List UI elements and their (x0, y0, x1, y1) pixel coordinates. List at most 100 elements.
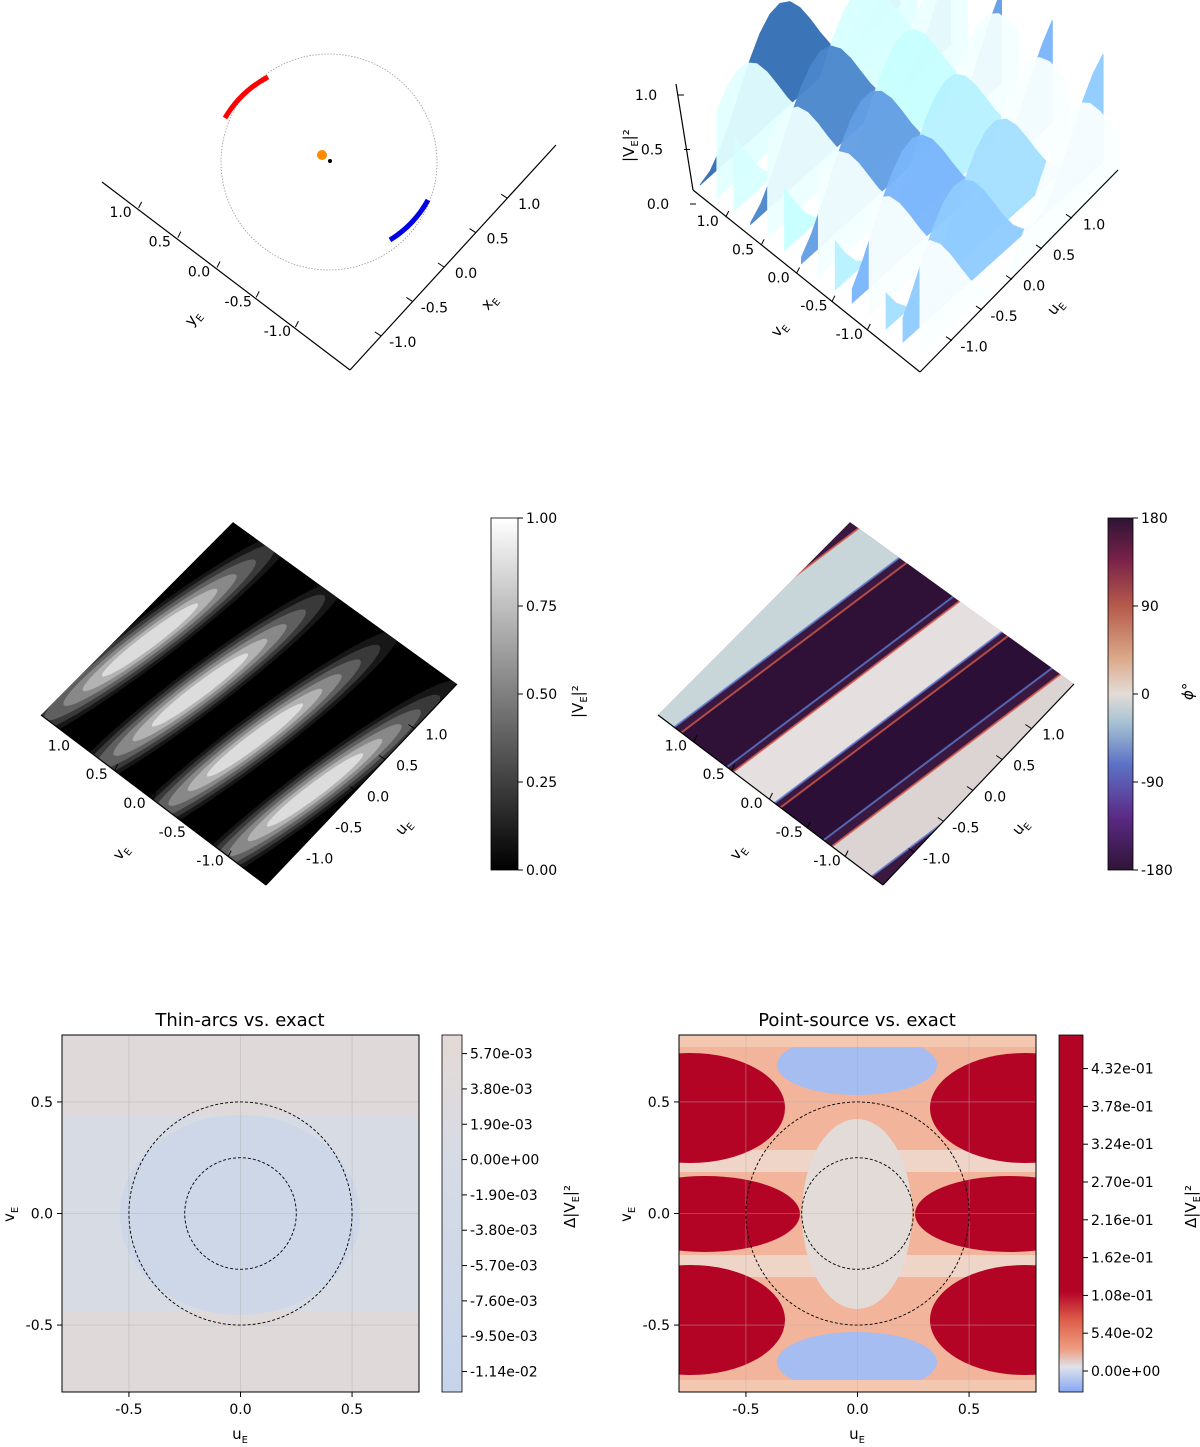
tick-label: 0.0 (647, 197, 669, 213)
tick-label: 0.0 (984, 790, 1006, 806)
v-axis-label: vE (767, 317, 793, 342)
tick-label: 0.0 (846, 1402, 868, 1418)
fringe-layer (266, 753, 364, 827)
tick-mark (216, 261, 221, 268)
tick-label: 3.80e-03 (470, 1082, 533, 1098)
y-axis-label: yE (181, 306, 207, 331)
panel-middle-right: 1.00.50.0-0.5-1.0 1.00.50.0-0.5-1.0 vE u… (657, 511, 1197, 886)
heatmap-lobe (679, 1265, 785, 1375)
tick-mark (374, 331, 382, 337)
tick-mark (152, 792, 156, 800)
tick-mark (975, 305, 983, 311)
y-tick-group: 0.5 0.0 -0.5 (643, 1095, 679, 1334)
tick-mark (227, 850, 232, 857)
fringe (110, 630, 400, 850)
tick-mark (406, 296, 413, 302)
tick-mark (796, 267, 800, 274)
fringe (170, 680, 457, 885)
heatmap-trough (777, 1035, 937, 1095)
tick-label: 3.78e-01 (1091, 1099, 1154, 1115)
phase-image (658, 522, 1074, 885)
tick-label: -1.90e-03 (470, 1188, 538, 1204)
tick-label: 1.0 (665, 738, 687, 754)
tick-label: 0.5 (958, 1402, 980, 1418)
tick-mark (806, 821, 811, 829)
x-axis-label: uE (849, 1425, 865, 1443)
tick-label: 1.0 (697, 214, 719, 230)
tick-label: 0.5 (641, 143, 663, 159)
tick-mark (138, 201, 143, 209)
tick-label: -1.0 (960, 340, 987, 356)
tick-mark (966, 786, 974, 791)
u-axis-line (919, 169, 1119, 373)
tick-label: 0.5 (86, 767, 108, 783)
tick-label: -0.5 (732, 1402, 759, 1418)
tick-label: 0.5 (341, 1402, 363, 1418)
tick-label: 5.40e-02 (1091, 1326, 1154, 1342)
y-axis-label: vE (0, 1207, 21, 1222)
surface (699, 0, 1121, 357)
v-tick-group: 1.0 0.5 0.0 -0.5 -1.0 (48, 735, 232, 870)
tick-label: 0.0 (123, 796, 145, 812)
tick-mark (500, 193, 508, 199)
tick-label: 1.0 (518, 197, 540, 213)
tick-mark (437, 262, 445, 268)
tick-mark (731, 763, 736, 771)
x-axis-label: uE (232, 1425, 248, 1443)
tick-label: -0.5 (800, 299, 827, 315)
y-axis-label: vE (617, 1207, 638, 1222)
tick-label: -0.5 (990, 309, 1017, 325)
tick-mark (294, 320, 299, 328)
tick-label: -9.50e-03 (470, 1329, 538, 1345)
tick-mark (844, 850, 849, 857)
tick-label: -0.5 (335, 821, 362, 837)
tick-label: 1.0 (1042, 728, 1064, 744)
tick-label: 1.0 (109, 205, 131, 221)
tick-label: -0.5 (26, 1318, 53, 1334)
z-axis-label: |VE|² (620, 129, 641, 162)
tick-label: -1.0 (264, 324, 291, 340)
v-tick-group: 1.0 0.5 0.0 -0.5 -1.0 (665, 735, 849, 870)
tick-mark (320, 817, 328, 822)
colorbar-label: Δ|VE|² (561, 1185, 582, 1228)
panel-top-left: 1.0 0.5 0.0 -0.5 -1.0 1.0 0.5 0.0 -0.5 -1.0 yE x… (101, 53, 557, 371)
tick-mark (831, 295, 836, 302)
tick-mark (189, 821, 194, 829)
u-axis-label: uE (1008, 815, 1034, 841)
tick-label: 0.0 (455, 266, 477, 282)
v-axis-line (692, 189, 921, 373)
heatmap-blob-center (120, 1115, 360, 1315)
tick-label: 0.5 (31, 1095, 53, 1111)
panel-bottom-right: Point-source vs. exact -0.5 0.0 0.5 0.5 0.0… (617, 1010, 1200, 1446)
fringe-layer (206, 703, 304, 777)
colorbar (441, 1034, 463, 1393)
u-axis-label: uE (1043, 295, 1069, 321)
tick-label: 0.5 (648, 1095, 670, 1111)
u-tick-group: 1.0 0.5 0.0 -0.5-1.0 (908, 724, 1065, 868)
tick-mark (995, 755, 1003, 760)
tick-label: 0.0 (1023, 279, 1045, 295)
tick-label: -1.0 (923, 852, 950, 868)
tick-label: 90 (1141, 599, 1159, 615)
tick-label: -1.0 (836, 327, 863, 343)
dashed-circles (128, 1101, 353, 1326)
tick-label: -1.0 (389, 335, 416, 351)
fringe-image (0, 0, 1, 1)
x-tick-group: -0.5 0.0 0.5 (115, 1392, 363, 1418)
x-axis-label: xE (477, 290, 503, 315)
tick-label: -0.5 (225, 294, 252, 310)
tick-label: 0.0 (229, 1402, 251, 1418)
unit-circle (220, 53, 438, 271)
fringe-layer (151, 653, 249, 727)
tick-label: 4.32e-01 (1091, 1062, 1154, 1078)
colorbar-tick-group: 4.32e-01 3.78e-01 3.24e-01 2.70e-01 2.16e-01… (1083, 1062, 1160, 1380)
tick-label: -0.5 (952, 821, 979, 837)
tick-mark (378, 755, 386, 760)
tick-mark (1025, 724, 1032, 729)
panel-middle-left: 1.00.50.0-0.5-1.0 1.00.50.0-0.5-1.0 vE u… (0, 0, 590, 886)
tick-label: 0 (1141, 687, 1150, 703)
colorbar-label: Δ|VE|² (1182, 1185, 1200, 1228)
tick-mark (693, 735, 698, 742)
blue-arc (388, 198, 431, 243)
y-tick-group: 0.5 0.0 -0.5 (26, 1095, 62, 1334)
